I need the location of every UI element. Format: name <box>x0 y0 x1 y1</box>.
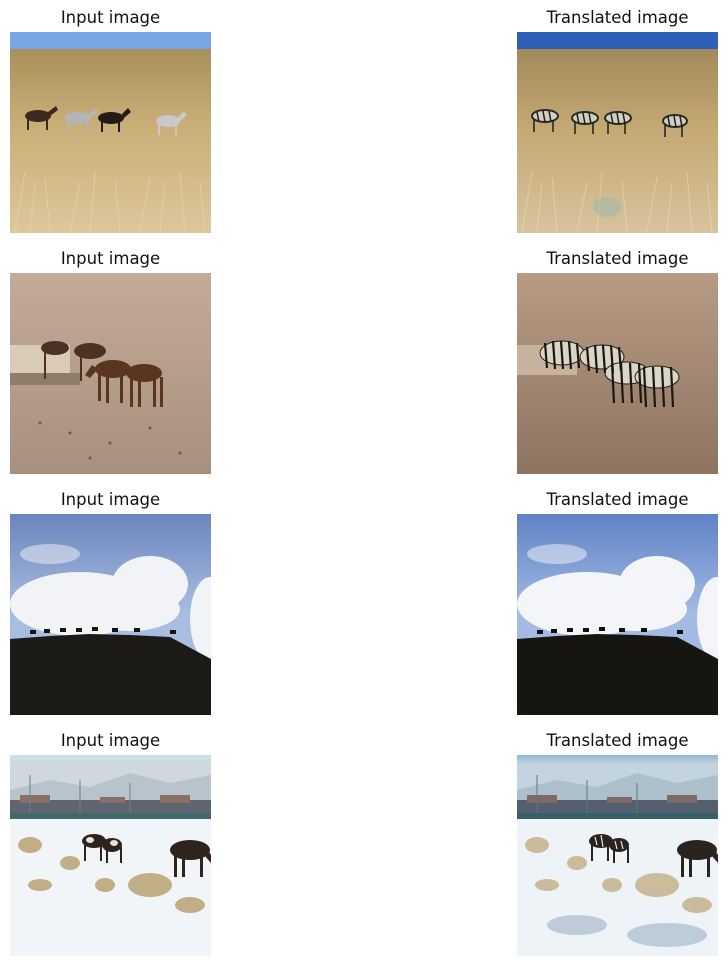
input-title-row-1: Input image <box>60 8 161 27</box>
input-image-row-2 <box>10 273 211 474</box>
translated-image-row-4 <box>517 755 718 956</box>
input-title-row-2: Input image <box>60 249 161 268</box>
input-title-row-3: Input image <box>60 490 161 509</box>
translated-image-row-1 <box>517 32 718 233</box>
output-title-row-2: Translated image <box>546 249 689 268</box>
output-title-row-3: Translated image <box>546 490 689 509</box>
output-title-row-1: Translated image <box>546 8 689 27</box>
input-title-row-4: Input image <box>60 731 161 750</box>
translated-image-row-2 <box>517 273 718 474</box>
output-title-row-4: Translated image <box>546 731 689 750</box>
input-image-row-3 <box>10 514 211 715</box>
translated-image-row-3 <box>517 514 718 715</box>
input-image-row-4 <box>10 755 211 956</box>
input-image-row-1 <box>10 32 211 233</box>
